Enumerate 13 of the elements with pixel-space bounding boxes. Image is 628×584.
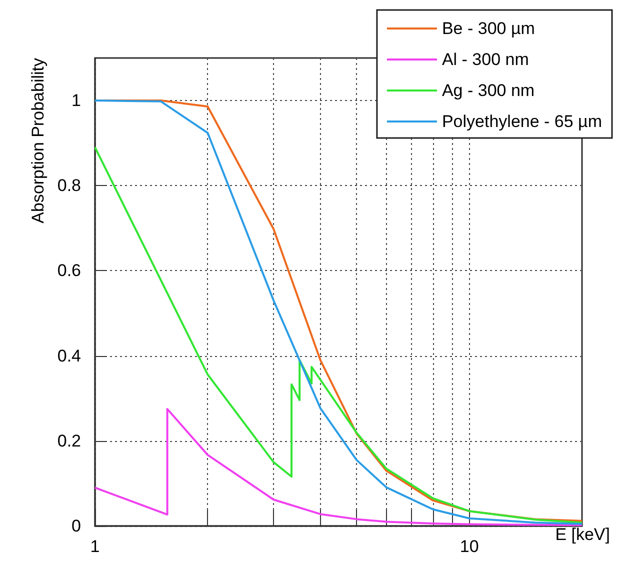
y-tick-label: 0.4 — [57, 346, 81, 366]
y-tick-label: 0.8 — [57, 176, 81, 196]
x-tick-label: 10 — [460, 537, 479, 556]
legend-label: Be - 300 µm — [442, 19, 535, 38]
y-tick-label: 0.6 — [57, 261, 81, 280]
y-axis-title: Absorption Probability — [28, 58, 48, 224]
x-axis-title: E [keV] — [555, 525, 610, 544]
y-tick-label: 0.2 — [57, 431, 81, 450]
legend-label: Ag - 300 nm — [442, 81, 535, 100]
y-tick-label: 0 — [72, 516, 81, 536]
y-tick-label: 1 — [72, 91, 81, 110]
legend-label: Polyethylene - 65 µm — [442, 112, 602, 131]
legend-label: Al - 300 nm — [442, 50, 529, 69]
